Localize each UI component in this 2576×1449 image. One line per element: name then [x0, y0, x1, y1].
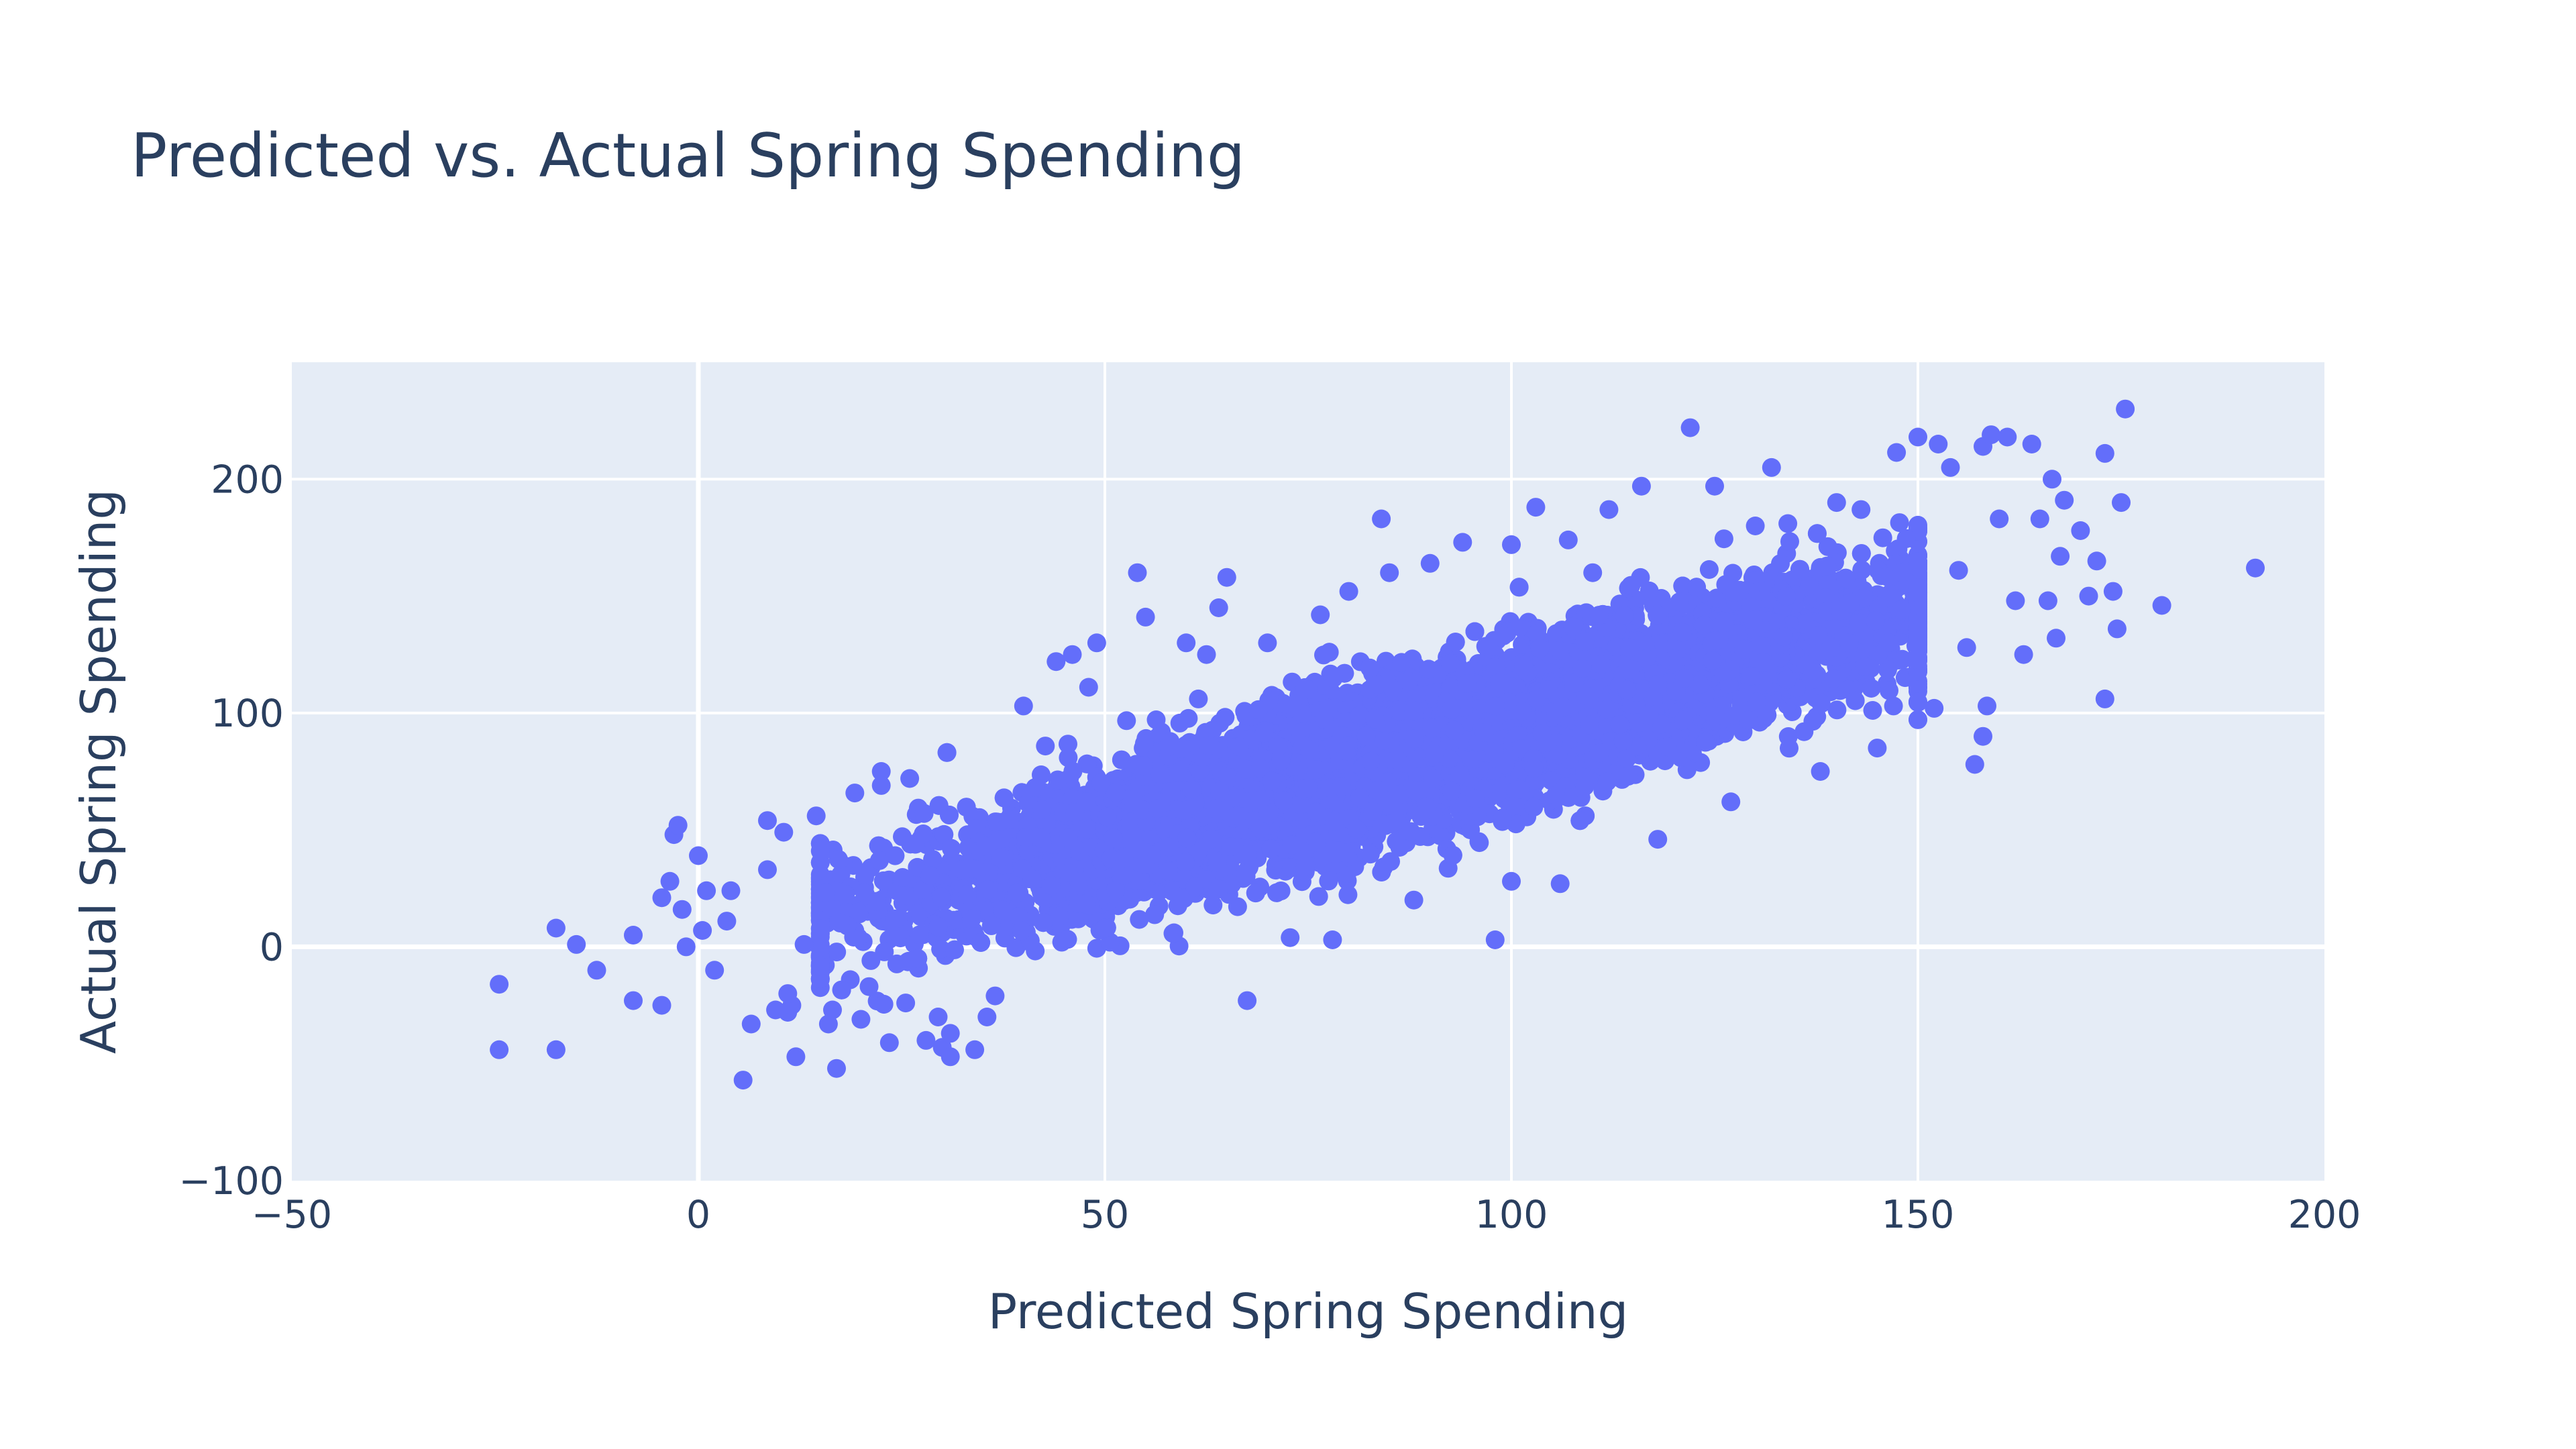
chart-title: Predicted vs. Actual Spring Spending	[131, 121, 1246, 191]
scatter-point	[1059, 735, 1077, 754]
data-points	[490, 399, 2265, 1090]
scatter-point	[1818, 537, 1837, 556]
scatter-point	[1873, 528, 1892, 547]
scatter-point	[1699, 560, 1719, 579]
scatter-point	[1714, 529, 1733, 549]
scatter-point	[1281, 928, 1300, 947]
scatter-point	[1387, 832, 1406, 851]
scatter-point	[1827, 700, 1847, 720]
scatter-point	[1117, 711, 1136, 731]
scatter-point	[875, 942, 894, 961]
scatter-point	[1309, 887, 1328, 906]
scatter-point	[827, 943, 847, 962]
scatter-point	[1338, 885, 1358, 904]
scatter-point	[1817, 556, 1837, 576]
scatter-point	[1863, 701, 1882, 720]
scatter-point	[1216, 708, 1235, 727]
scatter-point	[1880, 681, 1898, 700]
